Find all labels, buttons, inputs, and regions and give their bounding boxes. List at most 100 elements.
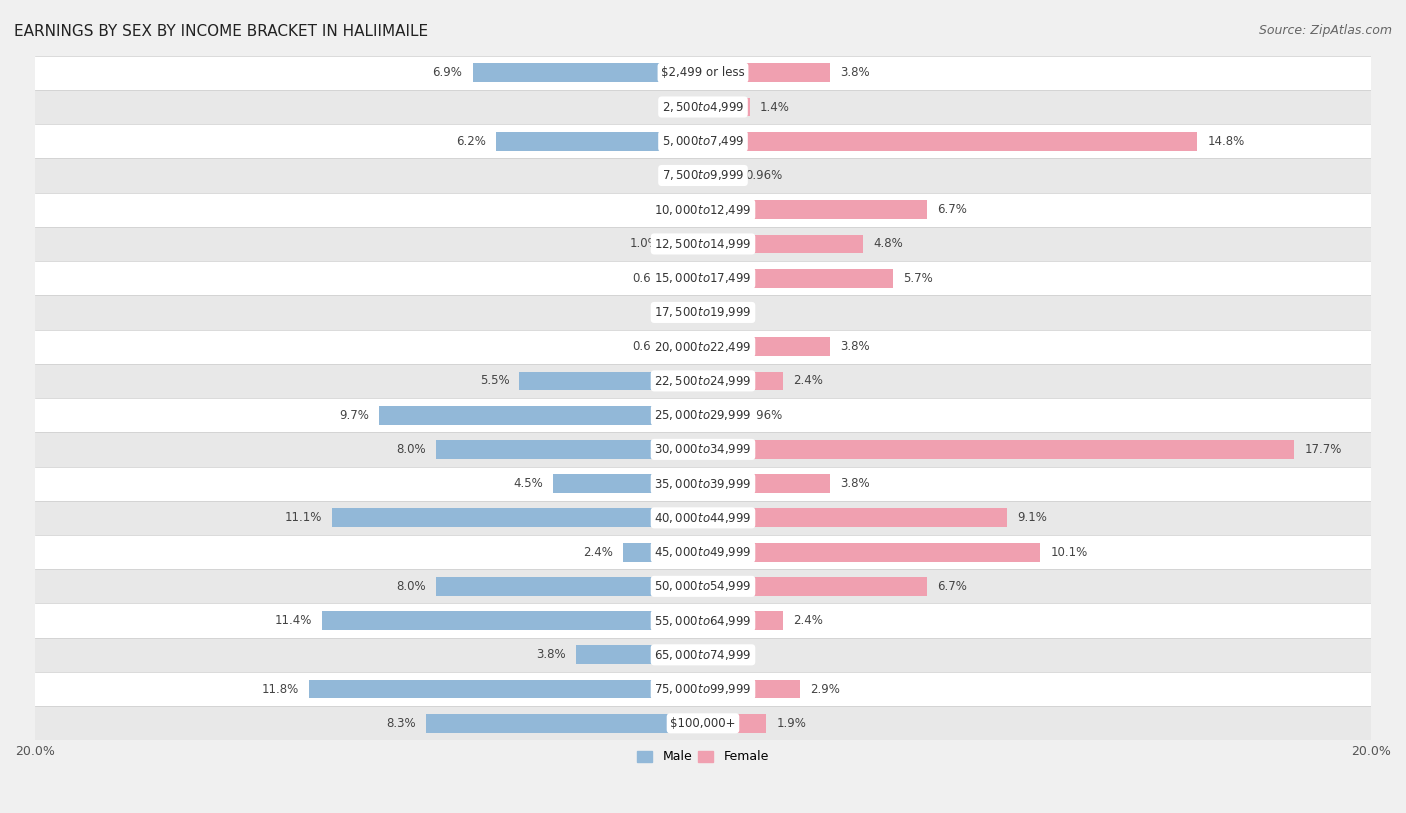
Text: $100,000+: $100,000+ (671, 717, 735, 730)
Bar (703, 611, 783, 630)
Text: $75,000 to $99,999: $75,000 to $99,999 (654, 682, 752, 696)
Bar (35, 159, 1371, 193)
Text: 17.7%: 17.7% (1305, 443, 1341, 456)
Bar (35, 90, 1371, 124)
Bar (35, 261, 1371, 295)
Text: 6.7%: 6.7% (936, 203, 967, 216)
Text: 5.7%: 5.7% (904, 272, 934, 285)
Text: 0.69%: 0.69% (633, 340, 669, 353)
Text: 0.69%: 0.69% (633, 272, 669, 285)
Bar (553, 474, 703, 493)
Bar (35, 295, 1371, 329)
Bar (35, 569, 1371, 603)
Bar (472, 63, 703, 82)
Bar (426, 714, 703, 733)
Text: 6.9%: 6.9% (433, 67, 463, 80)
Bar (496, 132, 703, 150)
Text: 6.7%: 6.7% (936, 580, 967, 593)
Text: 3.8%: 3.8% (839, 477, 869, 490)
Bar (309, 680, 703, 698)
Bar (519, 372, 703, 390)
Text: 8.0%: 8.0% (396, 443, 426, 456)
Bar (35, 433, 1371, 467)
Text: $2,499 or less: $2,499 or less (661, 67, 745, 80)
Text: $5,000 to $7,499: $5,000 to $7,499 (662, 134, 744, 148)
Text: 3.8%: 3.8% (839, 340, 869, 353)
Text: 4.5%: 4.5% (513, 477, 543, 490)
Text: 0.0%: 0.0% (713, 648, 742, 661)
Bar (436, 440, 703, 459)
Text: 8.0%: 8.0% (396, 580, 426, 593)
Text: EARNINGS BY SEX BY INCOME BRACKET IN HALIIMAILE: EARNINGS BY SEX BY INCOME BRACKET IN HAL… (14, 24, 429, 39)
Text: 9.7%: 9.7% (339, 409, 368, 422)
Bar (35, 706, 1371, 741)
Text: 0.96%: 0.96% (745, 409, 782, 422)
Text: 11.8%: 11.8% (262, 683, 299, 696)
Text: 6.2%: 6.2% (456, 135, 486, 148)
Text: 2.4%: 2.4% (793, 614, 823, 627)
Bar (332, 508, 703, 528)
Text: $40,000 to $44,999: $40,000 to $44,999 (654, 511, 752, 525)
Text: 1.0%: 1.0% (630, 237, 659, 250)
Bar (380, 406, 703, 424)
Bar (703, 577, 927, 596)
Text: $55,000 to $64,999: $55,000 to $64,999 (654, 614, 752, 628)
Bar (669, 234, 703, 254)
Text: 0.0%: 0.0% (664, 203, 693, 216)
Text: $15,000 to $17,499: $15,000 to $17,499 (654, 272, 752, 285)
Bar (703, 98, 749, 116)
Bar (576, 646, 703, 664)
Text: $22,500 to $24,999: $22,500 to $24,999 (654, 374, 752, 388)
Text: $2,500 to $4,999: $2,500 to $4,999 (662, 100, 744, 114)
Bar (35, 535, 1371, 569)
Bar (35, 55, 1371, 90)
Text: 0.0%: 0.0% (713, 306, 742, 319)
Text: 0.0%: 0.0% (664, 101, 693, 114)
Text: $7,500 to $9,999: $7,500 to $9,999 (662, 168, 744, 182)
Text: $10,000 to $12,499: $10,000 to $12,499 (654, 202, 752, 217)
Text: 14.8%: 14.8% (1208, 135, 1244, 148)
Text: 1.4%: 1.4% (759, 101, 790, 114)
Bar (322, 611, 703, 630)
Bar (681, 269, 703, 288)
Text: 5.5%: 5.5% (479, 375, 509, 388)
Bar (436, 577, 703, 596)
Text: 1.9%: 1.9% (776, 717, 807, 730)
Text: 2.9%: 2.9% (810, 683, 839, 696)
Bar (703, 63, 830, 82)
Bar (703, 132, 1198, 150)
Text: $25,000 to $29,999: $25,000 to $29,999 (654, 408, 752, 422)
Bar (703, 200, 927, 220)
Bar (703, 166, 735, 185)
Text: $35,000 to $39,999: $35,000 to $39,999 (654, 476, 752, 490)
Bar (703, 474, 830, 493)
Text: $45,000 to $49,999: $45,000 to $49,999 (654, 545, 752, 559)
Bar (703, 543, 1040, 562)
Text: $65,000 to $74,999: $65,000 to $74,999 (654, 648, 752, 662)
Bar (703, 714, 766, 733)
Bar (703, 406, 735, 424)
Bar (35, 501, 1371, 535)
Text: $20,000 to $22,499: $20,000 to $22,499 (654, 340, 752, 354)
Bar (703, 269, 893, 288)
Bar (35, 124, 1371, 159)
Text: 11.1%: 11.1% (285, 511, 322, 524)
Bar (35, 193, 1371, 227)
Bar (681, 337, 703, 356)
Text: 9.1%: 9.1% (1017, 511, 1047, 524)
Bar (35, 398, 1371, 433)
Bar (35, 637, 1371, 672)
Bar (703, 337, 830, 356)
Text: 8.3%: 8.3% (387, 717, 416, 730)
Bar (703, 440, 1295, 459)
Bar (703, 234, 863, 254)
Bar (35, 227, 1371, 261)
Bar (35, 672, 1371, 706)
Bar (703, 680, 800, 698)
Text: 0.0%: 0.0% (664, 306, 693, 319)
Bar (35, 467, 1371, 501)
Text: 0.96%: 0.96% (745, 169, 782, 182)
Legend: Male, Female: Male, Female (633, 746, 773, 768)
Text: 2.4%: 2.4% (583, 546, 613, 559)
Text: $30,000 to $34,999: $30,000 to $34,999 (654, 442, 752, 456)
